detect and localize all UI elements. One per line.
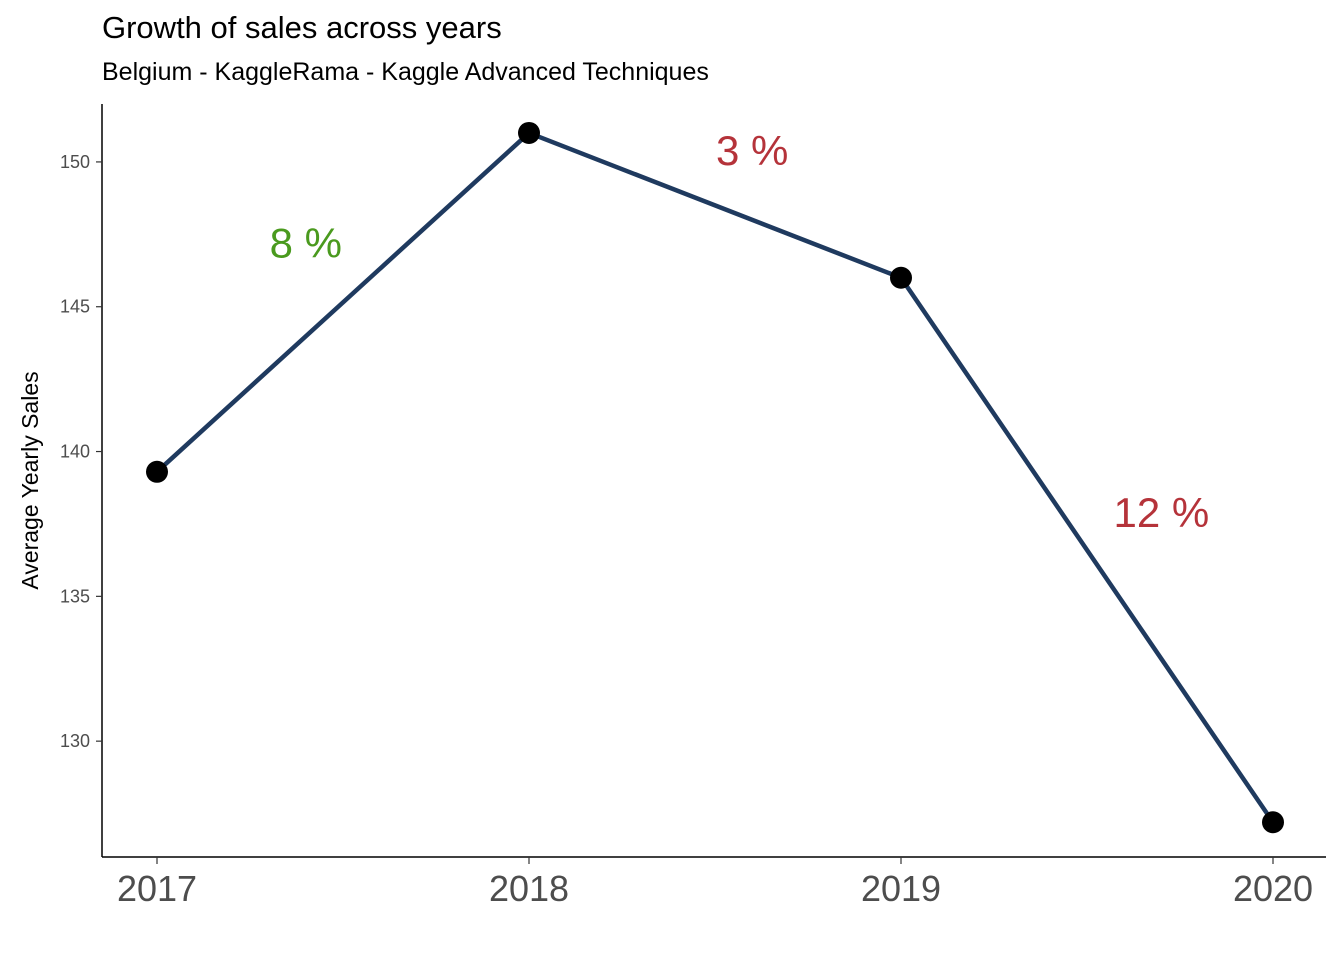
x-tick-label: 2018 xyxy=(489,868,569,909)
growth-annotation: 12 % xyxy=(1114,489,1210,536)
data-point xyxy=(1262,811,1284,834)
y-tick-label: 145 xyxy=(60,297,90,317)
growth-annotation: 8 % xyxy=(270,219,342,266)
y-axis-label: Average Yearly Sales xyxy=(17,371,43,589)
axes: 130 135 140 145 150 2017 2018 2019 2020 Average Y… xyxy=(17,104,1326,909)
series-line xyxy=(155,130,1275,824)
x-tick-label: 2020 xyxy=(1233,868,1313,909)
data-point xyxy=(146,460,168,483)
chart-title: Growth of sales across years xyxy=(102,10,502,45)
y-tick-label: 130 xyxy=(60,731,90,751)
series-layer xyxy=(146,121,1284,834)
y-tick-label: 150 xyxy=(60,152,90,172)
data-point xyxy=(890,266,912,289)
data-point xyxy=(518,121,540,144)
x-tick-label: 2017 xyxy=(117,868,197,909)
growth-annotation: 3 % xyxy=(716,127,788,174)
annotation-layer: 8 % 3 % 12 % xyxy=(270,127,1210,536)
y-tick-label: 140 xyxy=(60,442,90,462)
chart-subtitle: Belgium - KaggleRama - Kaggle Advanced T… xyxy=(102,58,709,86)
x-tick-label: 2019 xyxy=(861,868,941,909)
y-tick-label: 135 xyxy=(60,586,90,606)
